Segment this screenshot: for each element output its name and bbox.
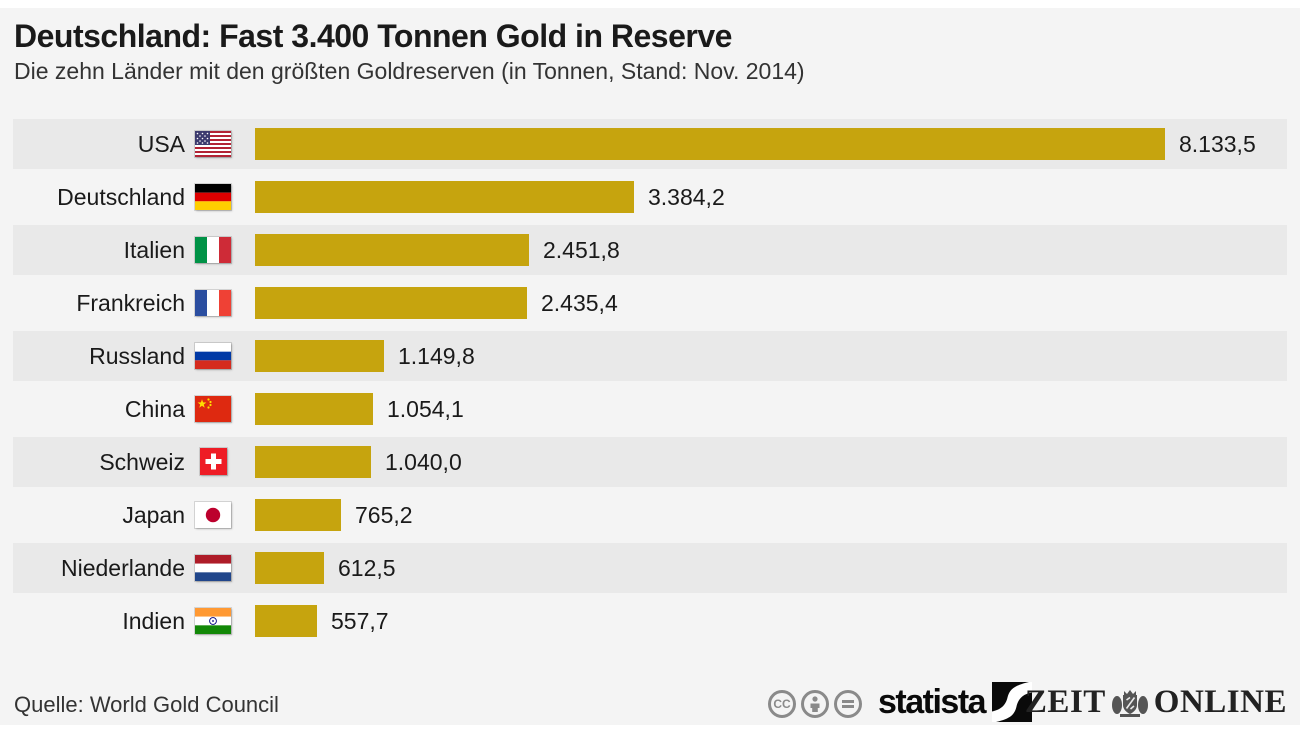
- flag-india-icon: [195, 608, 231, 634]
- country-label: Japan: [122, 502, 185, 528]
- chart-row: Schweiz 1.040,0: [13, 437, 1287, 487]
- page-title: Deutschland: Fast 3.400 Tonnen Gold in R…: [14, 18, 732, 54]
- flag-netherlands-icon: [195, 555, 231, 581]
- chart-row: Frankreich 2.435,4: [13, 278, 1287, 328]
- chart-row: Indien 557,7: [13, 596, 1287, 646]
- value-label: 1.054,1: [387, 396, 464, 422]
- gold-reserve-bar: [255, 499, 341, 531]
- flag-switzerland-icon: [200, 448, 227, 475]
- country-label: Russland: [89, 343, 185, 369]
- cc-icon: CC: [768, 690, 796, 718]
- value-label: 8.133,5: [1179, 131, 1256, 157]
- cc-nd-icon: [834, 690, 862, 718]
- flag-italy-icon: [195, 237, 231, 263]
- gold-reserve-bar: [255, 552, 324, 584]
- gold-reserve-bar: [255, 340, 384, 372]
- gold-reserve-bar: [255, 287, 527, 319]
- chart-row: China 1.054,1: [13, 384, 1287, 434]
- statista-wordmark: statista: [878, 682, 987, 721]
- gold-reserve-bar: [255, 181, 634, 213]
- statista-logo: statista: [878, 682, 1033, 722]
- chart-row: Deutschland 3.384,2: [13, 172, 1287, 222]
- zeit-crest-icon: [1110, 687, 1150, 719]
- country-label: Schweiz: [99, 449, 185, 475]
- value-label: 612,5: [338, 555, 396, 581]
- cc-by-icon: [801, 690, 829, 718]
- country-label: Deutschland: [57, 184, 185, 210]
- gold-reserve-bar: [255, 446, 371, 478]
- page-subtitle: Die zehn Länder mit den größten Goldrese…: [14, 58, 805, 84]
- license-icons: CC: [768, 690, 862, 718]
- country-label: Italien: [123, 237, 185, 263]
- value-label: 3.384,2: [648, 184, 725, 210]
- country-label: Frankreich: [76, 290, 185, 316]
- gold-reserve-bar: [255, 393, 373, 425]
- flag-china-icon: [195, 396, 231, 422]
- chart-row: Russland 1.149,8: [13, 331, 1287, 381]
- value-label: 2.435,4: [541, 290, 618, 316]
- flag-germany-icon: [195, 184, 231, 210]
- value-label: 2.451,8: [543, 237, 620, 263]
- chart-row: USA 8.133,5: [13, 119, 1287, 169]
- country-label: China: [124, 396, 185, 422]
- flag-france-icon: [195, 290, 231, 316]
- country-label: Indien: [122, 608, 185, 634]
- chart-row: Japan 765,2: [13, 490, 1287, 540]
- chart-row: Italien 2.451,8: [13, 225, 1287, 275]
- value-label: 1.149,8: [398, 343, 475, 369]
- value-label: 557,7: [331, 608, 389, 634]
- country-label: USA: [137, 131, 185, 157]
- gold-reserve-bar: [255, 605, 317, 637]
- flag-usa-icon: [195, 131, 231, 157]
- zeit-online-logo: ZEIT ONLINE: [1025, 684, 1287, 721]
- flag-japan-icon: [195, 502, 231, 528]
- online-wordmark: ONLINE: [1153, 684, 1287, 720]
- country-label: Niederlande: [60, 555, 185, 581]
- gold-reserve-bar: [255, 234, 529, 266]
- value-label: 765,2: [355, 502, 413, 528]
- zeit-wordmark: ZEIT: [1024, 684, 1106, 720]
- bar-chart: USA 8.133,5 Deutschland 3.384,2 Italien 2.451…: [13, 119, 1287, 649]
- statista-square-icon: [992, 682, 1033, 722]
- gold-reserve-bar: [255, 128, 1165, 160]
- flag-russia-icon: [195, 343, 231, 369]
- source-note: Quelle: World Gold Council: [14, 692, 279, 717]
- value-label: 1.040,0: [385, 449, 462, 475]
- chart-row: Niederlande 612,5: [13, 543, 1287, 593]
